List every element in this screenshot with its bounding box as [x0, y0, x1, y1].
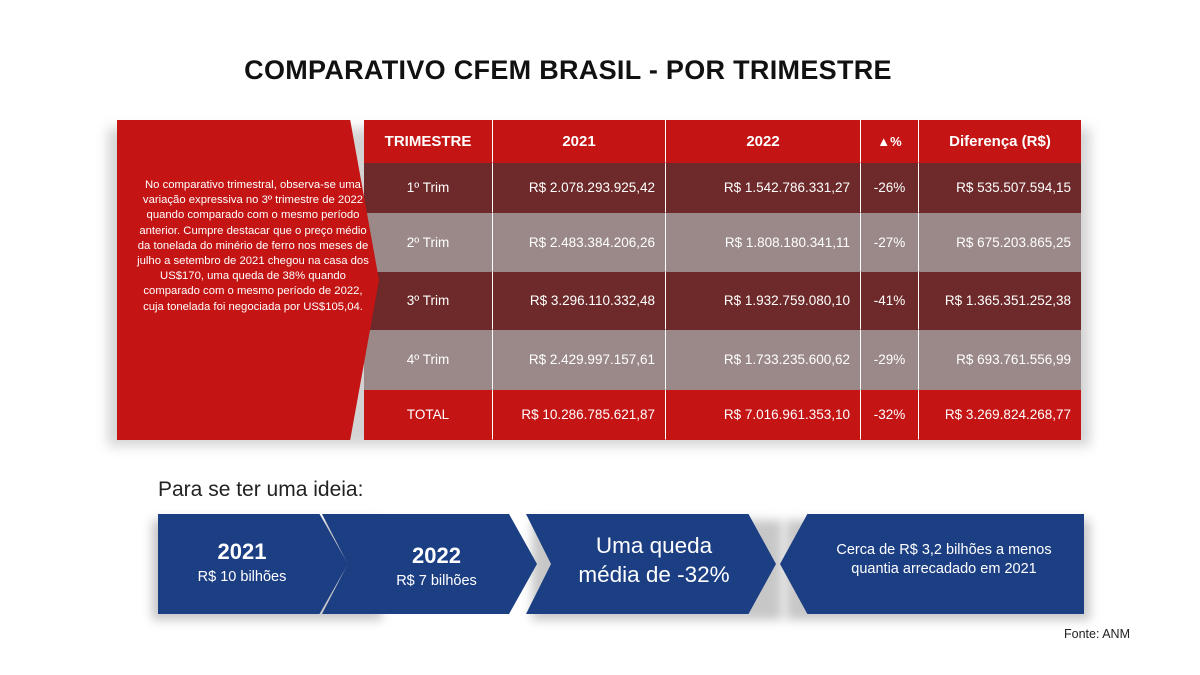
header-2021: 2021	[493, 120, 666, 163]
chevron-2021: 2021 R$ 10 bilhões	[158, 514, 348, 614]
cell-percent: -41%	[861, 272, 919, 330]
cell-2022: R$ 1.808.180.341,11	[666, 213, 861, 272]
header-percent: ▲%	[861, 120, 919, 163]
cell-diferenca: R$ 693.761.556,99	[919, 330, 1081, 390]
cell-2021: R$ 2.483.384.206,26	[493, 213, 666, 272]
cell-percent: -29%	[861, 330, 919, 390]
cell-percent: -27%	[861, 213, 919, 272]
total-diferenca: R$ 3.269.824.268,77	[919, 390, 1081, 440]
total-2022: R$ 7.016.961.353,10	[666, 390, 861, 440]
cell-diferenca: R$ 535.507.594,15	[919, 163, 1081, 213]
header-trimestre: TRIMESTRE	[364, 120, 493, 163]
cell-diferenca: R$ 1.365.351.252,38	[919, 272, 1081, 330]
chevron-less: Cerca de R$ 3,2 bilhões a menos quantia …	[780, 514, 1084, 614]
cell-2022: R$ 1.733.235.600,62	[666, 330, 861, 390]
comparison-table: TRIMESTRE 2021 2022 ▲% Diferença (R$) 1º…	[364, 120, 1081, 440]
chevron-less-text: Cerca de R$ 3,2 bilhões a menos quantia …	[836, 542, 1052, 577]
chevron-drop-text: Uma queda média de -32%	[578, 533, 730, 587]
cell-2022: R$ 1.542.786.331,27	[666, 163, 861, 213]
side-note-panel: No comparativo trimestral, observa-se um…	[117, 120, 379, 440]
source-note: Fonte: ANM	[1064, 627, 1130, 641]
cell-2021: R$ 3.296.110.332,48	[493, 272, 666, 330]
row-label: 2º Trim	[364, 213, 493, 272]
chevron-2021-year: 2021	[217, 539, 267, 564]
total-2021: R$ 10.286.785.621,87	[493, 390, 666, 440]
cell-percent: -26%	[861, 163, 919, 213]
cell-diferenca: R$ 675.203.865,25	[919, 213, 1081, 272]
row-label: 3º Trim	[364, 272, 493, 330]
row-label: 1º Trim	[364, 163, 493, 213]
chevron-drop: Uma queda média de -32%	[526, 514, 776, 614]
chevron-2022-amount: R$ 7 bilhões	[396, 573, 477, 589]
header-2022: 2022	[666, 120, 861, 163]
header-diferenca: Diferença (R$)	[919, 120, 1081, 163]
idea-heading: Para se ter uma ideia:	[158, 478, 364, 501]
chevron-2022: 2022 R$ 7 bilhões	[322, 514, 537, 614]
cell-2021: R$ 2.429.997.157,61	[493, 330, 666, 390]
chevron-2021-amount: R$ 10 bilhões	[197, 569, 287, 585]
cell-2022: R$ 1.932.759.080,10	[666, 272, 861, 330]
total-label: TOTAL	[364, 390, 493, 440]
cell-2021: R$ 2.078.293.925,42	[493, 163, 666, 213]
total-percent: -32%	[861, 390, 919, 440]
side-note-text: No comparativo trimestral, observa-se um…	[137, 179, 369, 313]
page-title: COMPARATIVO CFEM BRASIL - POR TRIMESTRE	[244, 55, 892, 85]
chevron-2022-year: 2022	[412, 543, 461, 568]
row-label: 4º Trim	[364, 330, 493, 390]
